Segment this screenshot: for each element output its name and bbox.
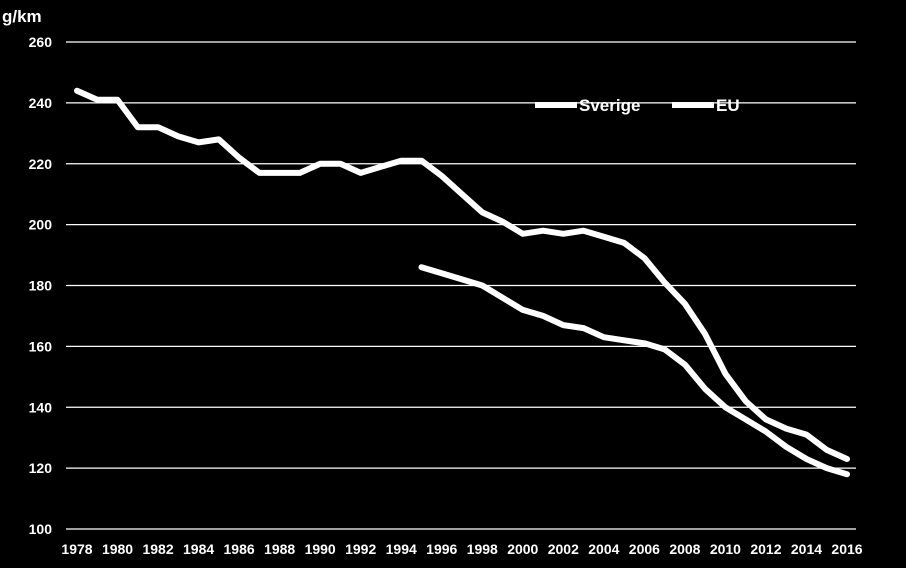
legend-label-sverige: Sverige xyxy=(579,96,640,115)
y-tick-label-260: 260 xyxy=(29,34,53,50)
y-tick-label-180: 180 xyxy=(29,278,53,294)
y-tick-label-100: 100 xyxy=(29,521,53,537)
x-tick-label-1990: 1990 xyxy=(305,541,336,557)
series-line-sverige xyxy=(74,87,850,462)
x-tick-label-2004: 2004 xyxy=(588,541,619,557)
y-tick-label-200: 200 xyxy=(29,217,53,233)
x-tick-label-1996: 1996 xyxy=(426,541,457,557)
x-tick-label-1986: 1986 xyxy=(224,541,255,557)
y-tick-label-220: 220 xyxy=(29,156,53,172)
x-tick-label-1978: 1978 xyxy=(61,541,92,557)
gridlines xyxy=(66,41,856,530)
x-tick-label-2000: 2000 xyxy=(507,541,538,557)
x-tick-label-2006: 2006 xyxy=(629,541,660,557)
x-tick-label-2014: 2014 xyxy=(791,541,822,557)
y-axis-tick-labels: 100 120 140 160 180 200 220 240 260 xyxy=(29,34,53,537)
x-tick-label-2008: 2008 xyxy=(669,541,700,557)
x-tick-label-2012: 2012 xyxy=(750,541,781,557)
x-axis-tick-labels: 1978 1980 1982 1984 1986 1988 1990 1992 1994 1996… xyxy=(61,541,862,557)
y-tick-label-240: 240 xyxy=(29,95,53,111)
y-axis-label: g/km xyxy=(2,7,42,26)
series-lines xyxy=(74,87,850,478)
y-tick-label-120: 120 xyxy=(29,460,53,476)
x-tick-label-2016: 2016 xyxy=(831,541,862,557)
x-tick-label-1982: 1982 xyxy=(142,541,173,557)
y-tick-label-140: 140 xyxy=(29,399,53,415)
x-tick-label-1998: 1998 xyxy=(467,541,498,557)
legend-label-eu: EU xyxy=(716,96,740,115)
x-tick-label-1988: 1988 xyxy=(264,541,295,557)
x-tick-label-1980: 1980 xyxy=(102,541,133,557)
y-tick-label-160: 160 xyxy=(29,338,53,354)
x-tick-label-2010: 2010 xyxy=(710,541,741,557)
series-line-eu xyxy=(418,264,850,478)
x-tick-label-1994: 1994 xyxy=(386,541,417,557)
x-tick-label-1992: 1992 xyxy=(345,541,376,557)
x-tick-label-1984: 1984 xyxy=(183,541,214,557)
x-tick-label-2002: 2002 xyxy=(548,541,579,557)
legend: Sverige EU xyxy=(535,96,740,115)
